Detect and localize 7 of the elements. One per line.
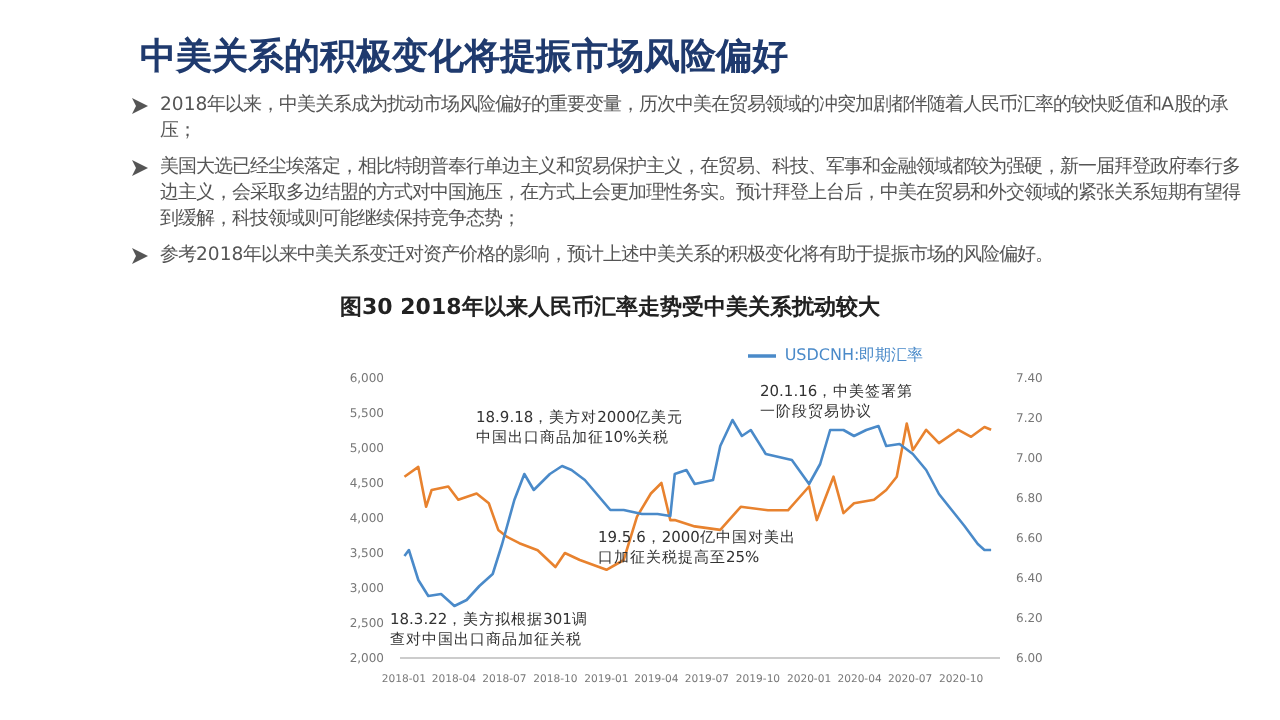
text: 参考2018年以来中美关系变迁对资产价格的影响，预计上述中美关系的积极变化将有助于提振市场的风险偏好。 <box>160 242 1054 268</box>
line-series <box>403 422 993 572</box>
legend-label: USDCNH:即期汇率 <box>784 346 924 365</box>
chart-subtitle: 图30 2018年以来人民币汇率走势受中美关系扰动较大 <box>340 292 880 322</box>
text: 美国大选已经尘埃落定，相比特朗普奉行单边主义和贸易保护主义，在贸易、科技、军事和金融领域都较为强硬，新一届拜登政府奉行多边主义，会采取多边结盟的方式对中国施压，在方式上会更加理性务实。预计拜登上台后，中美在贸易和外交领域的紧张关系短期有望得到缓解，科技领域则可能继续保持竞争态势； <box>160 154 1243 232</box>
text: 2018年以来，中美关系成为扰动市场风险偏好的重要变量，历次中美在贸易领域的冲突加剧都伴随着人民币汇率的较快贬值和A股的承压； <box>160 92 1231 144</box>
chart-title: 中美关系的积极变化将提振市场风险偏好 <box>140 34 788 80</box>
